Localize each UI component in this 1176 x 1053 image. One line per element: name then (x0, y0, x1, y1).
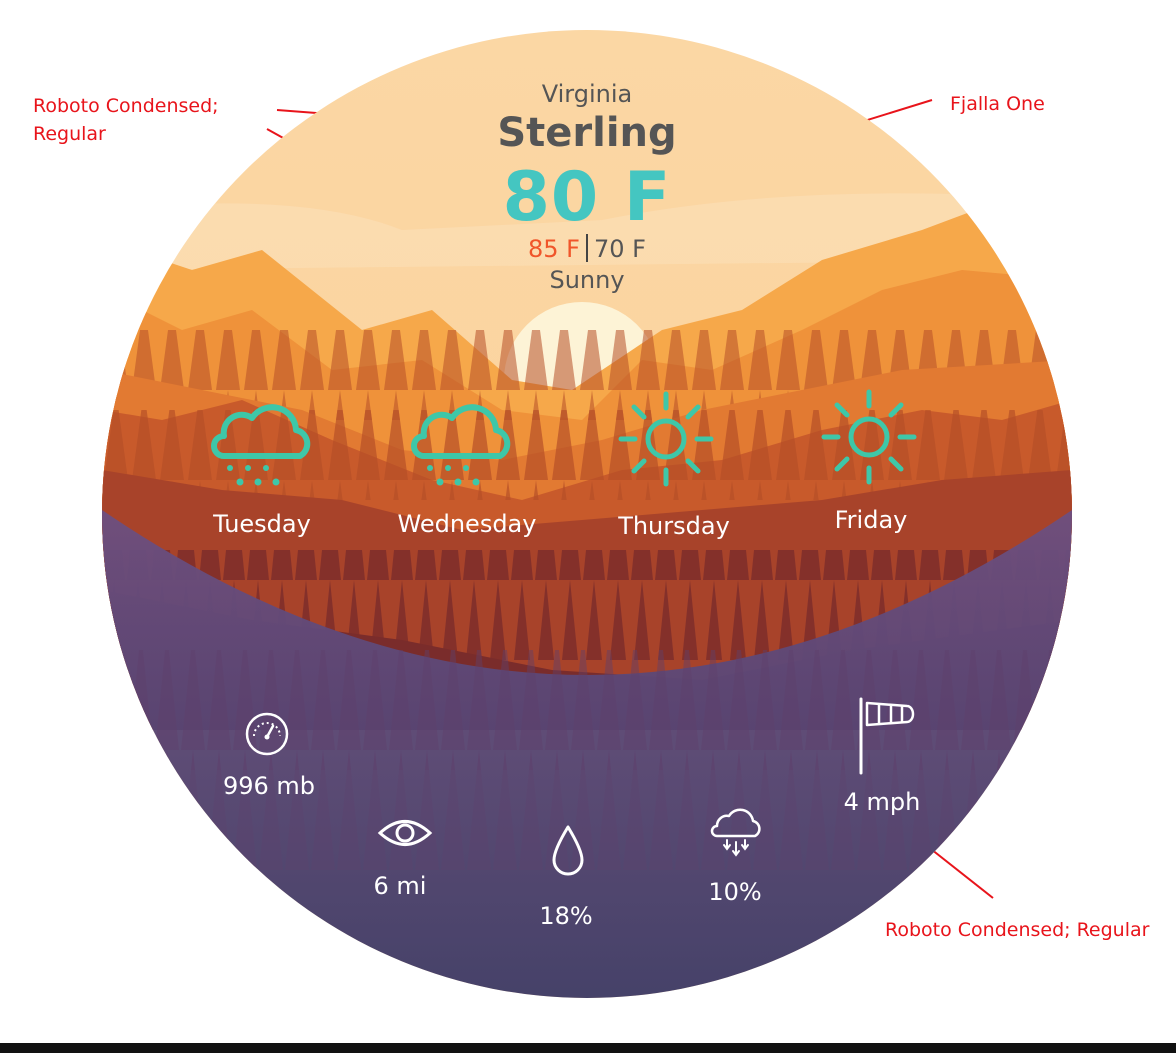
day-label-tuesday: Tuesday (213, 510, 311, 538)
weather-widget: Virginia Sterling 80 F 85 F 70 F Sunny Tu… (102, 30, 1072, 998)
gauge-icon (245, 712, 289, 756)
cloud-precipitation-icon (710, 808, 761, 857)
pressure-value: 996 mb (222, 772, 316, 800)
droplet-icon (552, 825, 584, 876)
rain-cloud-icon (211, 404, 311, 486)
windsock-icon (859, 697, 915, 775)
high-low-temperature: 85 F 70 F (102, 234, 1072, 263)
city-label: Sterling (497, 110, 677, 156)
annotation-left-line2: Regular (33, 123, 106, 145)
wind-value: 4 mph (843, 788, 921, 816)
annotation-bottom-right: Roboto Condensed; Regular (885, 919, 1150, 941)
eye-icon (377, 820, 433, 846)
humidity-value: 18% (539, 902, 593, 930)
region-label: Virginia (541, 80, 633, 108)
rain-cloud-icon (411, 404, 511, 486)
annotation-left: Roboto Condensed; Regular (33, 92, 219, 148)
visibility-value: 6 mi (373, 872, 427, 900)
annotation-left-line1: Roboto Condensed; (33, 95, 219, 117)
day-label-thursday: Thursday (618, 512, 730, 540)
landscape-background (102, 30, 1072, 998)
high-low-separator (586, 234, 588, 262)
day-label-friday: Friday (834, 506, 908, 534)
high-temperature: 85 F (528, 235, 580, 263)
day-label-wednesday: Wednesday (397, 510, 537, 538)
sun-icon (821, 389, 917, 485)
sun-icon (618, 391, 714, 487)
precipitation-value: 10% (708, 878, 762, 906)
condition-label: Sunny (549, 266, 625, 294)
bottom-bar (0, 1043, 1176, 1053)
low-temperature: 70 F (594, 235, 646, 263)
annotation-fjalla: Fjalla One (950, 93, 1045, 115)
current-temperature: 80 F (502, 158, 672, 237)
